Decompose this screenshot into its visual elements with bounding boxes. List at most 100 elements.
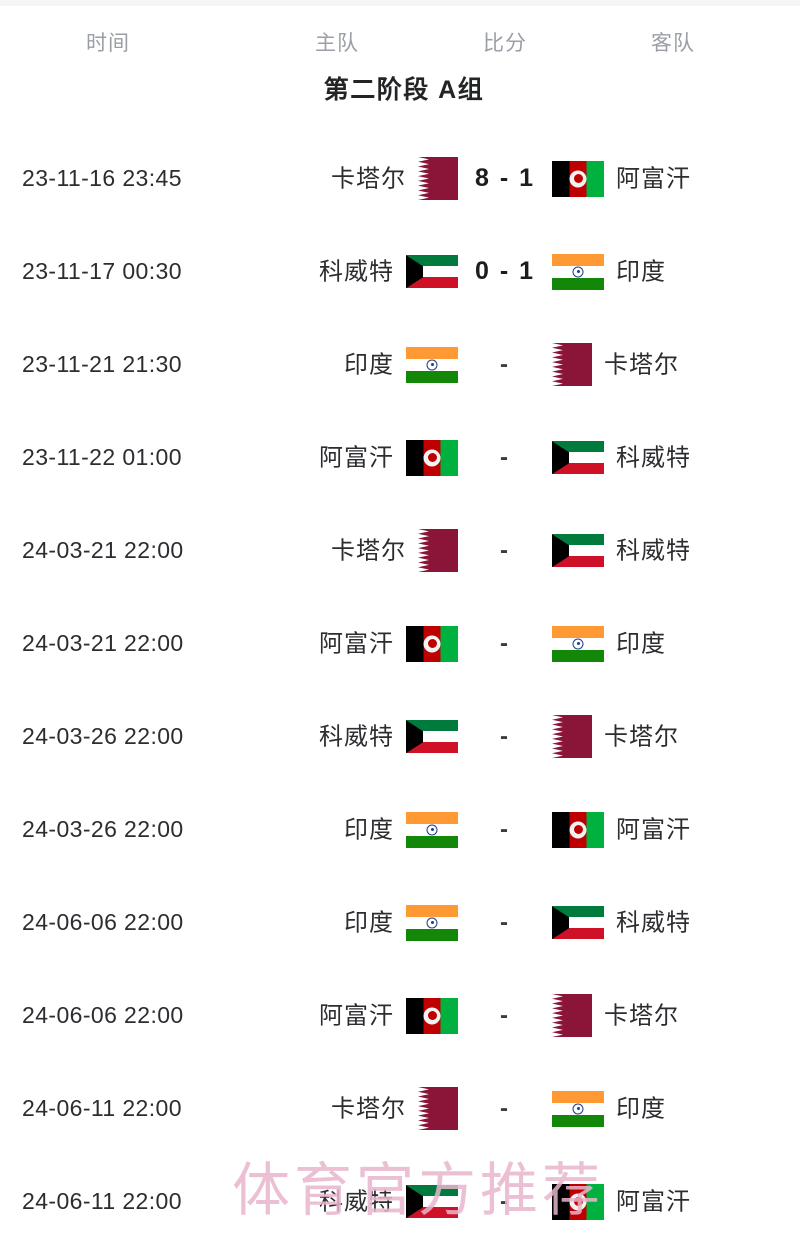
home-team[interactable]: 阿富汗 xyxy=(0,597,458,690)
afghanistan-emblem-icon xyxy=(423,635,441,653)
match-row[interactable]: 24-03-21 22:00 卡塔尔 - 科威特 xyxy=(0,504,800,597)
home-team[interactable]: 卡塔尔 xyxy=(0,132,458,225)
home-team[interactable]: 卡塔尔 xyxy=(0,1062,458,1155)
afghanistan-emblem-icon xyxy=(423,449,441,467)
column-header-home: 主队 xyxy=(315,32,359,55)
away-team-name: 印度 xyxy=(616,1095,666,1123)
home-team[interactable]: 印度 xyxy=(0,318,458,411)
away-team-name: 阿富汗 xyxy=(616,165,691,193)
column-header-score: 比分 xyxy=(483,32,527,55)
india-flag-icon xyxy=(406,811,458,848)
away-team[interactable]: 印度 xyxy=(552,225,800,318)
kuwait-flag-icon xyxy=(406,720,458,754)
kuwait-hoist-trapezoid xyxy=(552,534,569,568)
ashoka-chakra-icon xyxy=(572,638,584,650)
away-team[interactable]: 科威特 xyxy=(552,504,800,597)
kuwait-hoist-trapezoid xyxy=(552,906,569,940)
table-header-row: 时间 主队 比分 客队 xyxy=(0,22,800,66)
match-row[interactable]: 24-03-26 22:00 科威特 - 卡塔尔 xyxy=(0,690,800,783)
qatar-flag-icon xyxy=(418,529,458,573)
home-team-name: 阿富汗 xyxy=(319,630,394,658)
match-time: 23-11-22 01:00 xyxy=(22,444,182,470)
home-team[interactable]: 印度 xyxy=(0,876,458,969)
afghanistan-emblem-icon xyxy=(569,1193,587,1211)
match-row[interactable]: 24-06-11 22:00 科威特 - 阿富汗 xyxy=(0,1155,800,1233)
away-team[interactable]: 科威特 xyxy=(552,411,800,504)
match-list: 23-11-16 23:45 卡塔尔 8 - 1 阿富汗 23-11-17 00:30 科… xyxy=(0,132,800,1233)
home-team[interactable]: 科威特 xyxy=(0,225,458,318)
away-team[interactable]: 卡塔尔 xyxy=(552,690,800,783)
home-team[interactable]: 卡塔尔 xyxy=(0,504,458,597)
afghanistan-flag-icon xyxy=(406,439,458,476)
match-score-pending: - xyxy=(500,909,510,936)
home-team-name: 科威特 xyxy=(319,723,394,751)
afghanistan-emblem-icon xyxy=(569,170,587,188)
match-time: 24-03-26 22:00 xyxy=(22,723,184,749)
away-team[interactable]: 阿富汗 xyxy=(552,132,800,225)
away-team[interactable]: 阿富汗 xyxy=(552,783,800,876)
match-time: 24-06-11 22:00 xyxy=(22,1095,182,1121)
home-team-name: 印度 xyxy=(344,351,394,379)
match-score-pending: - xyxy=(500,537,510,564)
ashoka-chakra-icon xyxy=(572,1103,584,1115)
match-row[interactable]: 24-06-11 22:00 卡塔尔 - 印度 xyxy=(0,1062,800,1155)
match-time: 23-11-17 00:30 xyxy=(22,258,182,284)
qatar-flag-icon xyxy=(418,157,458,201)
qatar-flag-icon xyxy=(418,1087,458,1131)
away-team-name: 印度 xyxy=(616,258,666,286)
afghanistan-emblem-icon xyxy=(569,821,587,839)
kuwait-hoist-trapezoid xyxy=(406,1185,423,1219)
home-team[interactable]: 科威特 xyxy=(0,1155,458,1233)
match-time: 24-06-11 22:00 xyxy=(22,1188,182,1214)
match-row[interactable]: 23-11-22 01:00 阿富汗 - 科威特 xyxy=(0,411,800,504)
home-team-name: 阿富汗 xyxy=(319,444,394,472)
match-row[interactable]: 23-11-17 00:30 科威特 0 - 1 印度 xyxy=(0,225,800,318)
away-team-name: 卡塔尔 xyxy=(604,723,679,751)
match-row[interactable]: 23-11-21 21:30 印度 - 卡塔尔 xyxy=(0,318,800,411)
india-flag-icon xyxy=(552,1090,604,1127)
home-team[interactable]: 阿富汗 xyxy=(0,411,458,504)
match-time: 23-11-21 21:30 xyxy=(22,351,182,377)
home-team-name: 科威特 xyxy=(319,258,394,286)
home-team[interactable]: 阿富汗 xyxy=(0,969,458,1062)
ashoka-chakra-icon xyxy=(426,824,438,836)
afghanistan-flag-icon xyxy=(406,997,458,1034)
match-score-pending: - xyxy=(500,816,510,843)
match-score: 8 - 1 xyxy=(474,164,536,192)
match-row[interactable]: 23-11-16 23:45 卡塔尔 8 - 1 阿富汗 xyxy=(0,132,800,225)
away-team-name: 科威特 xyxy=(616,444,691,472)
kuwait-hoist-trapezoid xyxy=(406,720,423,754)
home-team[interactable]: 印度 xyxy=(0,783,458,876)
match-time: 23-11-16 23:45 xyxy=(22,165,182,191)
match-row[interactable]: 24-03-26 22:00 印度 - 阿富汗 xyxy=(0,783,800,876)
qatar-flag-icon xyxy=(552,343,592,387)
match-time: 24-03-26 22:00 xyxy=(22,816,184,842)
qatar-flag-icon xyxy=(552,715,592,759)
away-team[interactable]: 卡塔尔 xyxy=(552,318,800,411)
home-team-name: 科威特 xyxy=(319,1188,394,1216)
home-team-name: 卡塔尔 xyxy=(331,537,406,565)
home-team-name: 印度 xyxy=(344,909,394,937)
away-team[interactable]: 科威特 xyxy=(552,876,800,969)
away-team[interactable]: 印度 xyxy=(552,597,800,690)
column-header-away: 客队 xyxy=(651,32,695,55)
away-team[interactable]: 印度 xyxy=(552,1062,800,1155)
kuwait-flag-icon xyxy=(552,441,604,475)
match-row[interactable]: 24-03-21 22:00 阿富汗 - 印度 xyxy=(0,597,800,690)
match-time: 24-06-06 22:00 xyxy=(22,1002,184,1028)
india-flag-icon xyxy=(406,904,458,941)
away-team[interactable]: 卡塔尔 xyxy=(552,969,800,1062)
away-team-name: 卡塔尔 xyxy=(604,1002,679,1030)
match-row[interactable]: 24-06-06 22:00 印度 - 科威特 xyxy=(0,876,800,969)
away-team[interactable]: 阿富汗 xyxy=(552,1155,800,1233)
india-flag-icon xyxy=(406,346,458,383)
home-team-name: 卡塔尔 xyxy=(331,165,406,193)
kuwait-flag-icon xyxy=(406,255,458,289)
india-flag-icon xyxy=(552,253,604,290)
match-score-pending: - xyxy=(500,351,510,378)
match-score-pending: - xyxy=(500,1188,510,1215)
top-edge-strip xyxy=(0,0,800,6)
home-team[interactable]: 科威特 xyxy=(0,690,458,783)
group-title: 第二阶段 A组 xyxy=(323,76,485,104)
match-row[interactable]: 24-06-06 22:00 阿富汗 - 卡塔尔 xyxy=(0,969,800,1062)
